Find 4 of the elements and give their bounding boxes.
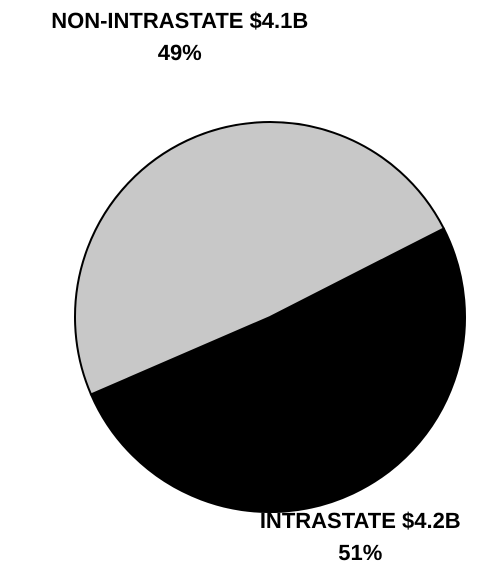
data-label: 49% — [158, 40, 202, 65]
data-label: 51% — [338, 540, 382, 565]
slice-label: INTRASTATE $4.2B — [260, 508, 461, 533]
slice-label: NON-INTRASTATE $4.1B — [51, 8, 308, 33]
